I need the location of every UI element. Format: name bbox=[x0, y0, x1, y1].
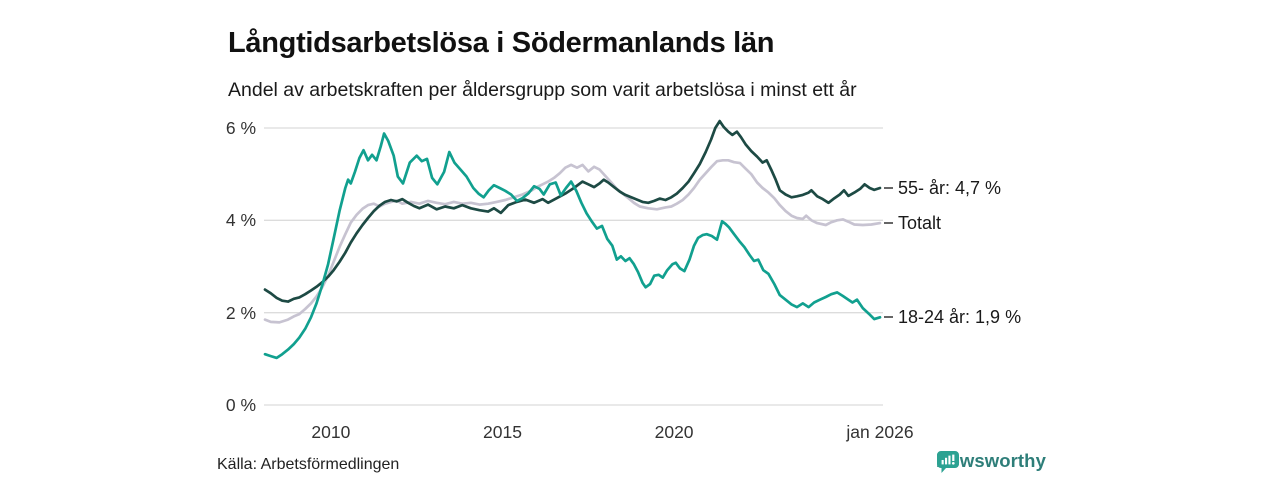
legend-label-text: 55- år: 4,7 % bbox=[898, 178, 1002, 199]
legend-leader-dash bbox=[884, 187, 893, 190]
series-end-label-18-24år: 18-24 år: 1,9 % bbox=[884, 308, 1021, 326]
newsworthy-logo: Newsworthy bbox=[936, 450, 1046, 473]
x-axis-label: jan 2026 bbox=[846, 422, 914, 442]
y-axis-label: 0 % bbox=[225, 395, 256, 415]
series-line-18-24år bbox=[263, 132, 882, 360]
legend-leader-dash bbox=[884, 222, 893, 225]
newsworthy-wordmark: Newsworthy bbox=[936, 450, 1046, 471]
series-line-Totalt bbox=[263, 158, 882, 324]
series-end-label-Totalt: Totalt bbox=[884, 214, 941, 232]
x-axis-label: 2020 bbox=[654, 422, 694, 442]
chart-subtitle: Andel av arbetskraften per åldersgrupp s… bbox=[228, 78, 857, 101]
chart-title: Långtidsarbetslösa i Södermanlands län bbox=[228, 27, 775, 60]
series-line-55-år bbox=[263, 119, 882, 303]
legend-label-text: 18-24 år: 1,9 % bbox=[898, 307, 1022, 328]
legend-leader-dash bbox=[884, 316, 893, 319]
y-axis-label: 4 % bbox=[225, 210, 256, 231]
x-axis-label: 2010 bbox=[311, 422, 351, 442]
newsworthy-icon bbox=[937, 451, 959, 473]
series-end-label-55-år: 55- år: 4,7 % bbox=[884, 179, 1001, 197]
legend-label-text: Totalt bbox=[898, 213, 942, 234]
source-note: Källa: Arbetsförmedlingen bbox=[217, 456, 400, 473]
y-axis-label: 2 % bbox=[225, 302, 256, 323]
x-axis-label: 2015 bbox=[483, 422, 522, 442]
y-axis-label: 6 % bbox=[225, 118, 256, 138]
